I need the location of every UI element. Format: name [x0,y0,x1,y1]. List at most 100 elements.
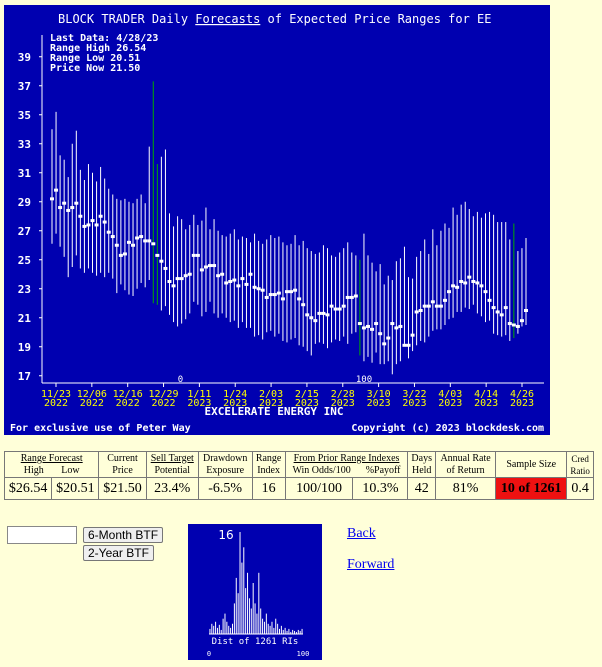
price-marker [232,278,237,282]
price-marker [471,280,476,283]
prior-range-header[interactable]: From Prior Range Indexes Win Odds/100 %Pa… [284,451,409,478]
price-marker [58,206,63,210]
price-marker [256,287,261,291]
price-marker [240,277,245,281]
price-marker [410,333,415,337]
x-tick-month: 3/10 [367,389,391,400]
price-marker [426,304,431,308]
x-tick-month: 4/14 [474,389,498,400]
price-marker [495,310,500,314]
range-forecast-header[interactable]: Range Forecast High Low [3,451,100,478]
price-marker [114,243,119,247]
price-marker [78,214,83,218]
price-marker [487,298,492,302]
distribution-axis-left: 0 [207,650,211,658]
days-held-header: Days Held [407,451,437,478]
price-marker [110,235,115,239]
distribution-caption: Dist of 1261 RIs [212,637,299,647]
range-low-value: $20.51 [51,477,100,500]
x-tick-year: 2023 [402,398,426,409]
price-marker [418,309,423,312]
price-range-chart: BLOCK TRADER Daily Forecasts of Expected… [4,5,550,435]
price-marker [224,281,229,285]
price-marker [297,297,302,301]
price-marker [62,201,67,205]
price-marker [361,326,366,330]
range-high-value: $26.54 [3,477,53,500]
distribution-bars [209,532,303,635]
price-marker [280,297,285,301]
x-tick-year: 2022 [151,398,175,409]
price-marker [159,259,164,263]
price-marker [187,272,192,276]
ticker-input[interactable] [7,526,77,544]
footer-exclusive-use: For exclusive use of Peter Way [10,422,191,434]
price-marker [175,277,180,281]
range-index-distribution: 16 Dist of 1261 RIs 0 100 [188,524,322,660]
x-tick-year: 2022 [116,398,140,409]
price-marker [374,322,379,326]
price-marker [272,293,277,297]
price-marker [333,307,338,311]
price-marker [386,336,391,340]
price-marker [131,243,136,247]
sell-target-header[interactable]: Sell Target Potential [145,451,199,478]
price-marker [293,288,298,292]
range-index-zero-marker: 0 [178,375,183,385]
price-marker [236,284,241,288]
x-tick-year: 2022 [80,398,104,409]
price-marker [519,319,524,323]
price-marker [163,266,168,270]
price-marker [50,197,54,201]
price-marker [475,281,480,285]
chart-title: BLOCK TRADER Daily Forecasts of Expected… [58,12,492,26]
price-marker [309,316,314,320]
price-marker [455,285,460,289]
price-marker [507,322,512,326]
forecasts-link[interactable]: Forecasts [195,12,260,26]
forward-link[interactable]: Forward [347,557,395,572]
price-marker [301,303,306,307]
price-marker [216,274,221,278]
x-tick-year: 2023 [223,398,247,409]
x-tick-month: 2/28 [331,389,355,400]
x-tick-year: 2023 [367,398,391,409]
price-marker [191,253,196,257]
back-link[interactable]: Back [347,526,376,541]
x-tick-month: 1/24 [223,389,247,400]
price-marker [179,277,184,281]
price-marker [483,290,488,294]
info-line: Last Data: 4/28/23 [50,33,158,44]
distribution-peak-label: 16 [218,528,233,542]
info-line: Range Low 20.51 [50,53,140,64]
x-tick-month: 12/29 [148,389,178,400]
x-tick-month: 1/11 [187,389,211,400]
price-marker [183,274,188,278]
two-year-btf-button[interactable]: 2-Year BTF [83,545,154,561]
x-tick-year: 2023 [295,398,319,409]
price-marker [451,284,456,288]
days-held-value: 42 [407,477,437,500]
current-price-header: Current Price [98,451,147,478]
info-line: Range High 26.54 [50,42,146,54]
price-marker [126,240,131,244]
price-marker [118,253,123,257]
price-marker [228,280,233,283]
sell-potential-value: 23.4% [145,477,199,500]
price-marker [305,313,310,317]
price-marker [398,324,403,328]
price-marker [276,291,281,295]
drawdown-value: -6.5% [197,477,253,500]
price-marker [479,284,484,288]
y-tick-label: 19 [18,341,31,354]
price-marker [370,327,375,331]
price-marker [155,253,160,257]
price-marker [499,313,504,317]
x-tick-year: 2023 [331,398,355,409]
price-marker [467,275,472,279]
win-odds-value: 100/100 [284,477,354,500]
x-tick-month: 12/06 [77,389,107,400]
six-month-btf-button[interactable]: 6-Month BTF [83,527,164,543]
price-marker [313,319,318,323]
price-marker [195,253,200,257]
